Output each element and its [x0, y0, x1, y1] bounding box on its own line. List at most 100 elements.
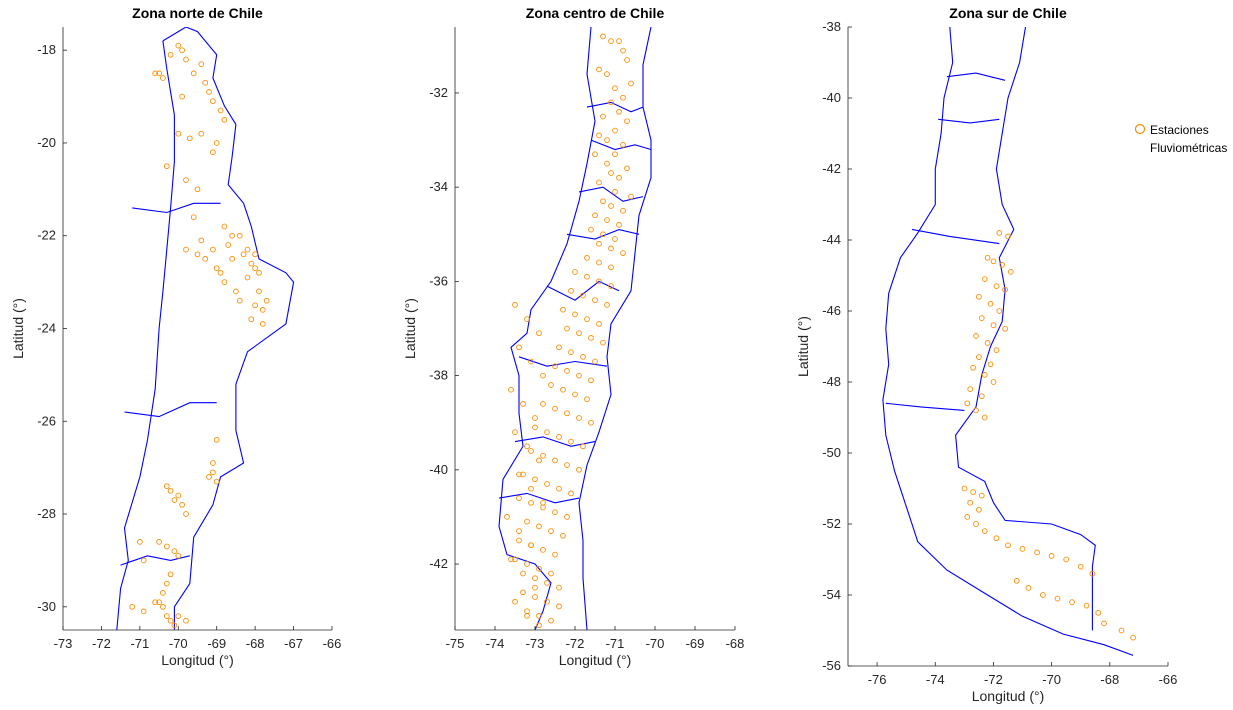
station-marker [1118, 627, 1125, 634]
station-marker [198, 237, 205, 244]
x-tick-label: -72 [984, 672, 1003, 687]
station-marker [984, 340, 991, 346]
station-marker [512, 302, 518, 308]
station-marker [512, 429, 518, 435]
station-marker [540, 504, 546, 511]
station-marker [163, 163, 170, 170]
y-tick-label: -44 [822, 232, 841, 247]
station-marker [540, 452, 546, 459]
station-marker [532, 594, 538, 600]
station-marker [520, 589, 526, 596]
station-marker [548, 528, 554, 534]
station-marker [528, 485, 534, 492]
station-marker [524, 518, 530, 525]
station-marker [528, 358, 534, 365]
station-marker [608, 283, 614, 289]
station-marker [592, 212, 598, 219]
station-marker [978, 492, 985, 499]
x-tick-label: -71 [130, 636, 149, 651]
station-marker [532, 424, 538, 431]
x-tick-label: -75 [446, 636, 465, 651]
station-marker [584, 396, 590, 403]
station-marker [568, 287, 574, 294]
station-marker [508, 556, 514, 563]
station-marker [217, 269, 224, 276]
station-marker [616, 222, 622, 228]
station-marker [604, 71, 610, 77]
station-marker [225, 242, 232, 248]
station-marker [560, 306, 566, 313]
station-marker [210, 98, 216, 105]
station-marker [236, 232, 243, 239]
x-tick-label: -70 [169, 636, 188, 651]
station-marker [152, 70, 159, 77]
station-marker [244, 246, 251, 253]
station-marker [588, 226, 594, 233]
station-marker [978, 393, 985, 400]
legend-marker-icon [1134, 123, 1146, 135]
station-marker [999, 262, 1006, 268]
x-tick-label: -71 [606, 636, 625, 651]
station-marker [600, 198, 606, 205]
x-axis-label: Longitud (°) [972, 688, 1045, 704]
station-marker [1005, 542, 1011, 549]
station-marker [194, 251, 201, 258]
station-marker [252, 265, 258, 272]
station-marker [528, 448, 534, 454]
x-tick-label: -69 [686, 636, 705, 651]
station-marker [990, 322, 997, 329]
station-marker [576, 415, 582, 421]
station-marker [202, 256, 209, 262]
station-marker [990, 379, 997, 385]
station-marker [970, 489, 976, 495]
y-tick-label: -24 [37, 321, 56, 336]
station-marker [190, 70, 197, 77]
station-marker [163, 613, 170, 619]
y-tick-label: -38 [429, 368, 448, 383]
station-marker [624, 165, 630, 172]
panel-zona-norte: -73 -72 -71 -70 -69 -68 -67 -66 -18 -20 -22 -24 -26 -… [10, 5, 341, 668]
x-tick-label: -66 [323, 636, 342, 651]
station-marker [508, 386, 514, 393]
station-marker [604, 160, 610, 167]
station-marker [564, 368, 570, 374]
x-tick-label: -72 [566, 636, 585, 651]
station-marker [564, 325, 570, 332]
station-marker [568, 349, 574, 355]
station-marker [981, 372, 988, 378]
station-marker [1130, 634, 1136, 641]
region-boundary [938, 118, 1000, 124]
station-marker [175, 552, 182, 559]
station-marker [967, 499, 974, 506]
x-tick-label: -73 [526, 636, 545, 651]
x-tick-label: -70 [1042, 672, 1061, 687]
station-marker [612, 189, 618, 195]
station-marker [604, 137, 610, 143]
station-marker [588, 419, 594, 426]
station-marker [560, 532, 566, 539]
station-marker [580, 443, 586, 450]
station-marker [252, 302, 258, 309]
station-marker [524, 561, 530, 567]
x-tick-label: -68 [726, 636, 745, 651]
station-marker [596, 132, 602, 139]
station-marker [592, 358, 598, 365]
station-marker [576, 466, 582, 473]
station-marker [572, 391, 578, 398]
station-marker [528, 542, 534, 549]
station-marker [171, 497, 178, 503]
station-marker [175, 492, 182, 499]
station-marker [512, 598, 518, 605]
x-tick-label: -70 [646, 636, 665, 651]
x-tick-label: -67 [284, 636, 303, 651]
station-marker [981, 528, 988, 534]
y-tick-label: -48 [822, 374, 841, 389]
station-marker [190, 214, 197, 221]
station-marker [568, 438, 574, 445]
station-marker [600, 113, 606, 120]
station-marker [504, 514, 510, 520]
station-marker [536, 457, 542, 464]
legend-label-line1: Estaciones [1150, 123, 1209, 137]
station-marker [1005, 233, 1011, 240]
